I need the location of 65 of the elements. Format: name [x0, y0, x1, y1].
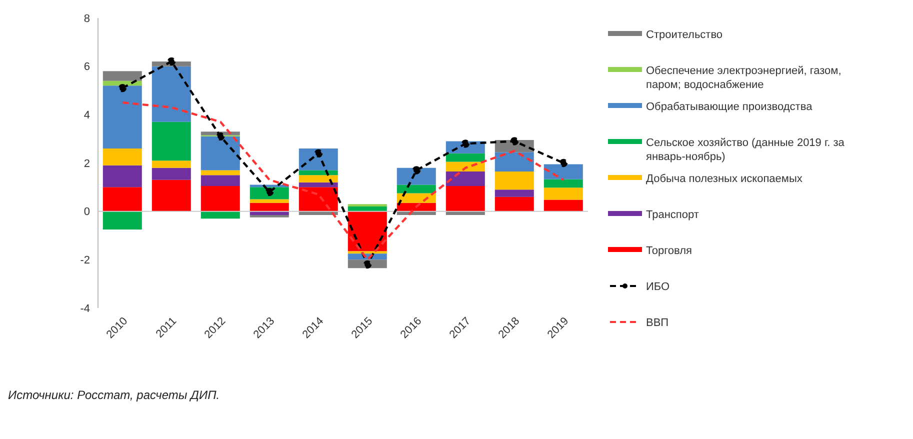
legend-label: ВВП	[646, 316, 669, 330]
legend-label: Добыча полезных ископаемых	[646, 172, 802, 186]
point	[314, 149, 323, 158]
bar	[446, 186, 485, 212]
legend-label: Обрабатывающие производства	[646, 100, 812, 114]
legend-label: Сельское хозяйство (данные 2019 г. за январь-ноябрь)	[646, 136, 846, 164]
point	[363, 260, 372, 269]
bar	[200, 170, 240, 176]
bar	[298, 148, 338, 170]
bar	[102, 211, 142, 230]
bar	[348, 251, 387, 254]
bar	[544, 188, 583, 200]
bar	[298, 182, 338, 188]
bar	[152, 168, 191, 180]
point	[461, 140, 470, 148]
bar	[494, 171, 534, 190]
bar	[494, 190, 534, 197]
bar	[298, 187, 338, 212]
bar	[200, 186, 240, 212]
bar	[544, 200, 583, 212]
y-tick-label: -2	[80, 254, 90, 267]
bar	[250, 202, 289, 212]
bar	[152, 122, 191, 161]
y-tick-label: 0	[84, 206, 90, 218]
bar	[200, 211, 240, 219]
point	[167, 57, 176, 66]
bar	[396, 193, 436, 203]
bar	[544, 179, 583, 188]
bar	[102, 165, 142, 188]
bar	[152, 180, 191, 212]
bar	[446, 171, 485, 186]
y-tick-label: 6	[84, 61, 90, 74]
bar	[494, 152, 534, 172]
point	[118, 84, 127, 92]
legend-label: ИБО	[646, 280, 670, 294]
bar	[544, 164, 583, 180]
point	[216, 132, 225, 141]
y-tick-label: -4	[80, 302, 90, 315]
bar	[250, 199, 289, 203]
bar	[396, 168, 436, 185]
y-tick-label: 8	[84, 12, 90, 25]
bar	[102, 86, 142, 148]
text: Источники: Росстат, расчеты ДИП.	[8, 388, 221, 402]
legend-label: Обеспечение электроэнергией, газом, паром; водоснабжение	[646, 64, 842, 92]
bar	[298, 175, 338, 182]
point	[265, 188, 274, 196]
bar	[494, 196, 534, 212]
point	[412, 166, 421, 174]
bar	[250, 214, 289, 218]
bar	[152, 160, 191, 168]
legend-label: Строительство	[646, 28, 723, 42]
bar	[102, 71, 142, 81]
legend-label: Торговля	[646, 244, 692, 258]
legend-label: Транспорт	[646, 208, 699, 222]
y-tick-label: 2	[84, 158, 90, 170]
y-tick-label: 4	[84, 110, 90, 122]
bar	[446, 153, 485, 162]
bar	[102, 148, 142, 166]
point	[559, 158, 568, 168]
bar	[102, 187, 142, 212]
point	[510, 137, 519, 146]
bar	[446, 162, 485, 172]
bar	[200, 136, 240, 170]
bar	[200, 175, 240, 186]
bar	[152, 66, 191, 122]
